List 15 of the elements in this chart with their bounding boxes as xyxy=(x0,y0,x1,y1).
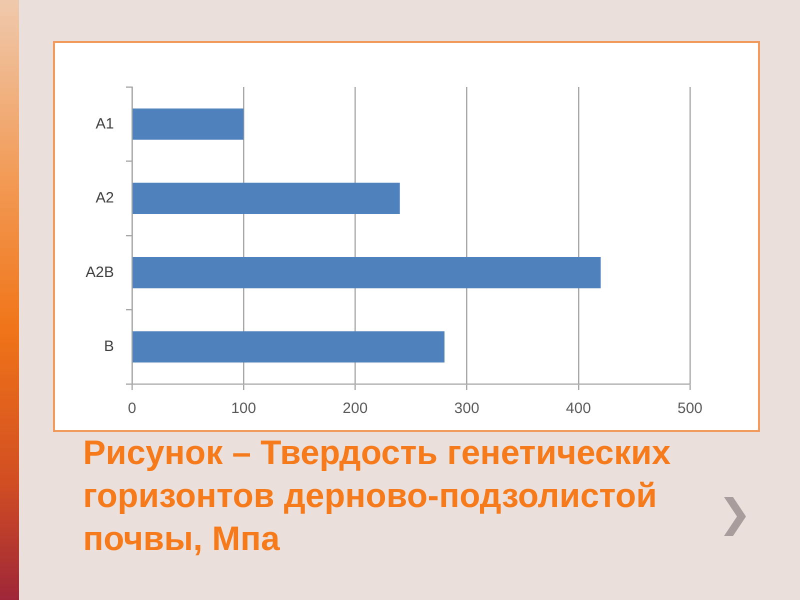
x-tick-label: 0 xyxy=(128,400,136,418)
y-tick-label: A2 xyxy=(96,190,114,207)
x-tick-label: 300 xyxy=(454,400,480,418)
bar xyxy=(132,331,444,362)
x-tick-label: 200 xyxy=(342,400,368,418)
bar xyxy=(132,108,244,140)
bar xyxy=(132,257,601,288)
x-tick-label: 100 xyxy=(231,400,256,418)
y-tick-label: A2B xyxy=(86,264,114,281)
text: Рисунок – Твердость генетических горизонтов дерново-подзолистой почвы, Мпа xyxy=(83,433,672,560)
x-tick-label: 500 xyxy=(677,400,703,418)
bar xyxy=(132,182,400,214)
y-tick-label: A1 xyxy=(96,115,114,132)
y-tick-label: B xyxy=(104,338,114,356)
x-tick-label: 400 xyxy=(566,400,591,418)
